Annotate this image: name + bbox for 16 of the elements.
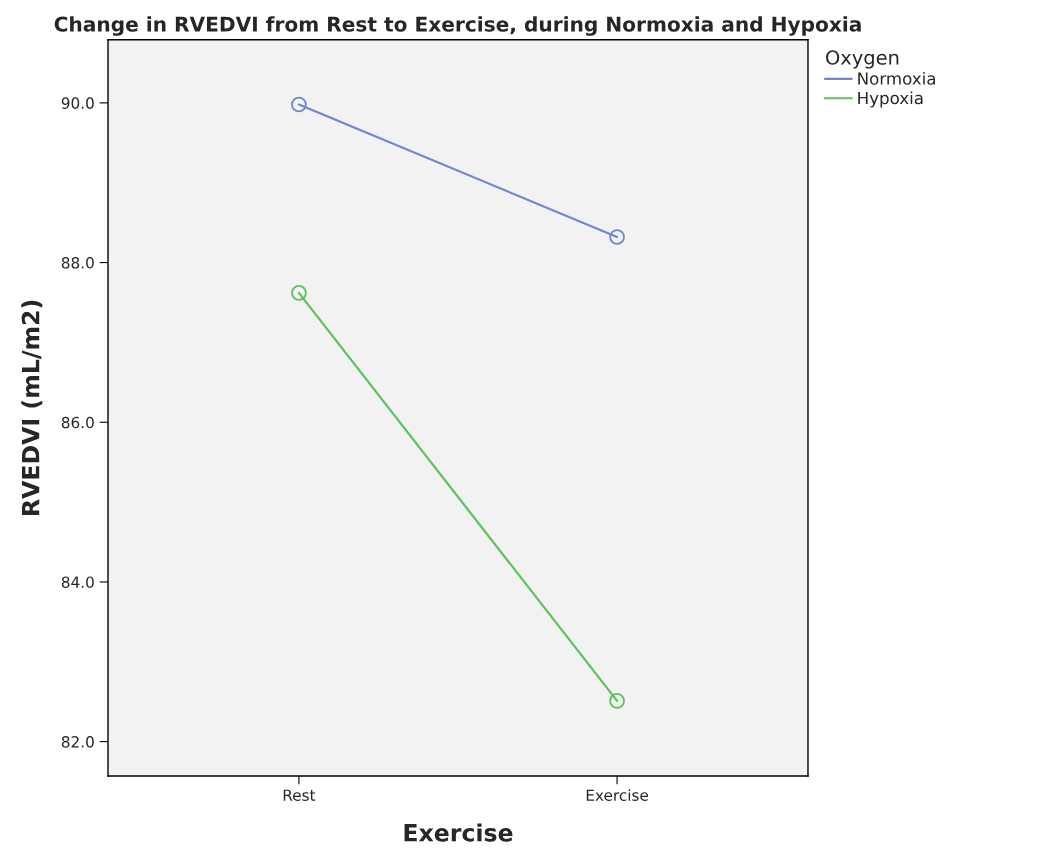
chart-title: Change in RVEDVI from Rest to Exercise, during Normoxia and Hypoxia bbox=[54, 16, 861, 36]
x-tick-label: Rest bbox=[283, 789, 316, 801]
y-tick-label: 88.0 bbox=[61, 257, 94, 269]
legend-title: Oxygen bbox=[826, 50, 899, 69]
y-axis-title: RVEDVI (mL/m2) bbox=[21, 300, 43, 515]
x-axis-title: Exercise bbox=[404, 823, 513, 842]
point bbox=[609, 229, 625, 245]
legend-label: Normoxia bbox=[858, 71, 935, 85]
y-tick-label: 82.0 bbox=[61, 736, 94, 748]
y-tick-label: 90.0 bbox=[61, 97, 94, 109]
point bbox=[291, 285, 307, 301]
point bbox=[609, 693, 625, 709]
point bbox=[291, 96, 307, 113]
y-tick-label: 84.0 bbox=[61, 576, 94, 588]
legend-label: Hypoxia bbox=[858, 91, 923, 108]
y-tick-label: 86.0 bbox=[61, 416, 94, 429]
